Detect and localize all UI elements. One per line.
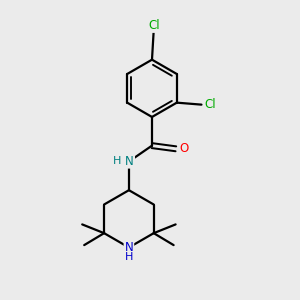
Text: H: H (125, 252, 133, 262)
Text: N: N (125, 154, 134, 168)
Text: Cl: Cl (204, 98, 216, 111)
Text: H: H (113, 156, 121, 166)
Text: N: N (124, 241, 133, 254)
Text: Cl: Cl (148, 19, 160, 32)
Text: O: O (179, 142, 188, 155)
